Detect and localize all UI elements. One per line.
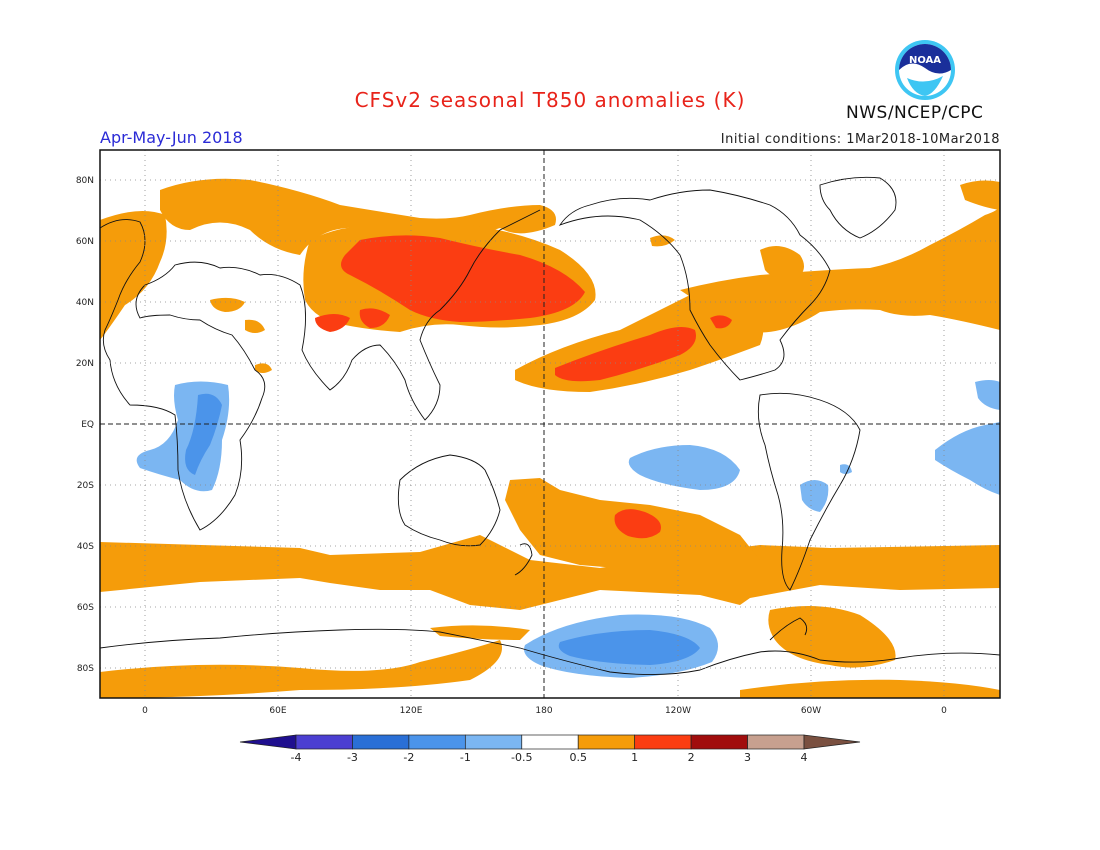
cold-anomaly-antarctic-core <box>558 630 700 665</box>
colorbar-label: -1 <box>460 751 471 764</box>
map-frame <box>99 149 1001 699</box>
warm-anomaly-antarctic <box>100 640 502 698</box>
lon-label: 0 <box>142 706 148 716</box>
warm-anomaly-south-edge <box>740 679 1000 698</box>
coast-antarctic-peninsula <box>769 617 808 641</box>
warm-anomaly-southern-belt <box>100 535 1000 610</box>
warm-anomaly-canada <box>650 235 804 281</box>
lat-label: 60N <box>76 237 94 247</box>
warm-anomaly-weddell <box>768 606 896 668</box>
lat-label: 40N <box>76 298 94 308</box>
coast-australia <box>397 454 501 547</box>
colorbar: -4 -3 -2 -1 -0.5 0.5 1 2 3 4 <box>239 734 861 764</box>
lat-label: 20N <box>76 359 94 369</box>
warm-anomaly-greenland-edge <box>960 180 1000 210</box>
warm-anomaly-ross <box>430 625 530 640</box>
colorbar-label: 0.5 <box>569 751 587 764</box>
lon-label: 60W <box>801 706 821 716</box>
colorbar-label: -4 <box>291 751 302 764</box>
colorbar-arrow-high <box>803 734 861 750</box>
lat-label: 60S <box>77 603 94 613</box>
colorbar-label: -2 <box>403 751 414 764</box>
latitude-labels: 80N 60N 40N 20N EQ 20S 40S 60S 80S <box>76 176 94 674</box>
svg-text:NOAA: NOAA <box>909 55 941 66</box>
colorbar-swatch <box>352 734 410 750</box>
colorbar-arrow-low <box>239 734 297 750</box>
colorbar-label: 3 <box>744 751 751 764</box>
anomaly-fields <box>100 178 1000 698</box>
lon-label: 120E <box>400 706 423 716</box>
warm-anomaly-north-america <box>680 205 1000 333</box>
cold-anomaly-africa-east-edge <box>935 380 1000 495</box>
colorbar-label: 2 <box>688 751 695 764</box>
colorbar-swatch <box>577 734 636 750</box>
strong-warm-anomaly-east-asia <box>315 308 390 332</box>
lat-label: 20S <box>77 481 94 491</box>
coast-new-zealand <box>514 543 533 576</box>
strong-warm-anomaly-north-pacific <box>341 235 585 322</box>
colorbar-swatch <box>690 734 748 750</box>
colorbar-swatch <box>295 734 353 750</box>
coast-greenland <box>819 176 897 239</box>
map-title: CFSv2 seasonal T850 anomalies (K) <box>354 88 746 112</box>
cold-anomaly-south-america <box>800 464 852 512</box>
agency-label: NWS/NCEP/CPC <box>846 103 984 123</box>
lat-label: 40S <box>77 542 94 552</box>
lon-label: 180 <box>535 706 552 716</box>
colorbar-label: -0.5 <box>511 751 532 764</box>
cold-anomaly-equatorial-pacific <box>628 445 740 490</box>
coast-africa-europe <box>100 209 541 531</box>
coastlines <box>100 176 1000 676</box>
strong-warm-anomaly-subtropical-pacific <box>555 326 696 382</box>
strong-warm-anomaly-us-west <box>710 315 732 329</box>
colorbar-label: 1 <box>631 751 638 764</box>
colorbar-swatch <box>747 734 805 750</box>
lon-label: 0 <box>941 706 947 716</box>
colorbar-label: 4 <box>801 751 808 764</box>
lat-label: EQ <box>81 420 94 430</box>
coast-antarctica <box>100 628 1000 676</box>
colorbar-swatch <box>464 734 523 750</box>
lat-label: 80S <box>77 664 94 674</box>
reference-lines <box>100 150 1000 698</box>
warm-anomaly-middle-east <box>210 297 272 373</box>
warm-anomaly-atlantic-europe <box>100 211 167 340</box>
forecast-period: Apr-May-Jun 2018 <box>100 128 243 147</box>
colorbar-swatch <box>521 734 579 750</box>
graticule <box>100 150 1000 698</box>
lon-label: 60E <box>269 706 286 716</box>
lat-label: 80N <box>76 176 94 186</box>
initial-conditions: Initial conditions: 1Mar2018-10Mar2018 <box>720 132 1000 147</box>
longitude-labels: 0 60E 120E 180 120W 60W 0 <box>142 706 947 716</box>
lon-label: 120W <box>665 706 691 716</box>
noaa-logo-icon: NOAA <box>895 40 955 100</box>
warm-anomaly-south-pacific-core <box>614 509 661 539</box>
colorbar-label: -3 <box>347 751 358 764</box>
coast-north-america <box>558 189 831 381</box>
coast-south-america <box>757 392 861 591</box>
colorbar-swatch <box>634 734 692 750</box>
cold-anomaly-africa-core <box>185 393 222 475</box>
colorbar-swatch <box>408 734 466 750</box>
